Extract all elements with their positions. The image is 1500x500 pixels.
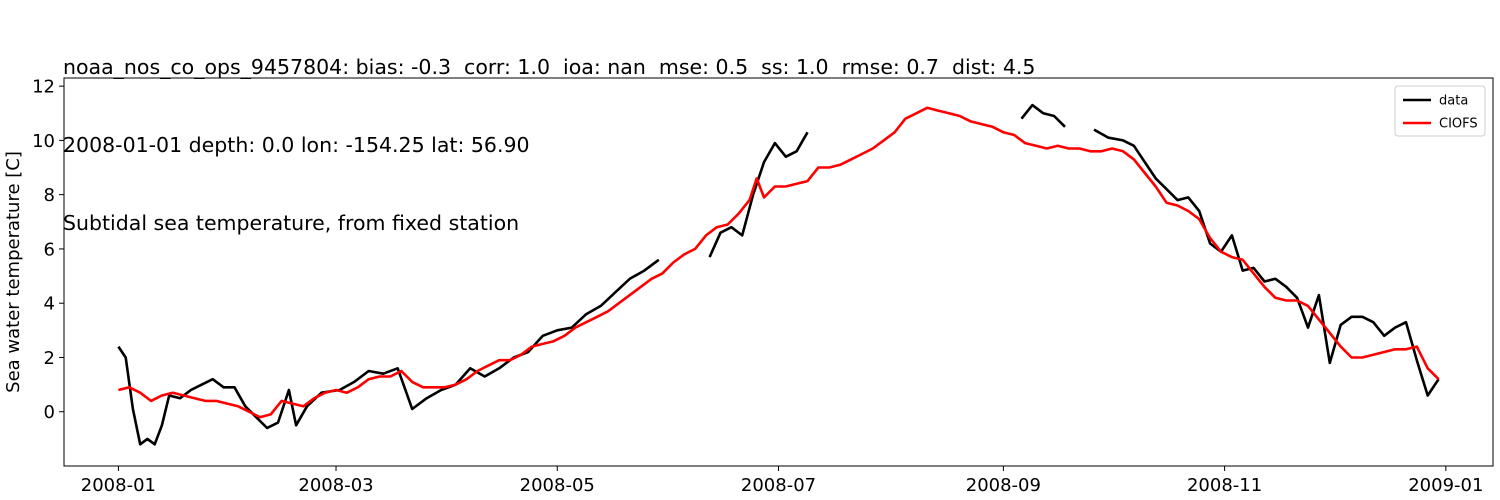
- x-tick-label: 2008-09: [966, 475, 1041, 496]
- chart-title: noaa_nos_co_ops_9457804: bias: -0.3 corr…: [63, 2, 1035, 288]
- x-tick-label: 2008-01: [81, 475, 156, 496]
- title-line-location: 2008-01-01 depth: 0.0 lon: -154.25 lat: …: [63, 133, 530, 157]
- y-tick-label: 8: [44, 185, 55, 206]
- title-line-stats: noaa_nos_co_ops_9457804: bias: -0.3 corr…: [63, 55, 1036, 79]
- legend-label-ciofs: CIOFS: [1439, 117, 1478, 132]
- y-axis-label: Sea water temperature [C]: [3, 151, 24, 393]
- x-tick-label: 2009-01: [1408, 475, 1483, 496]
- series-line-data-segment-4: [1093, 128, 1440, 397]
- series-line-data-segment-2: [708, 131, 809, 258]
- series-line-data-segment-3: [1020, 103, 1066, 128]
- x-tick-label: 2008-05: [520, 475, 595, 496]
- x-tick-label: 2008-11: [1187, 475, 1262, 496]
- plot-area-frame: [63, 77, 1494, 467]
- y-tick-label: 12: [32, 77, 55, 98]
- y-tick-label: 0: [44, 402, 55, 423]
- x-tick-label: 2008-03: [298, 475, 373, 496]
- y-tick-label: 4: [44, 294, 55, 315]
- series-line-ciofs-segment-1: [118, 106, 1440, 419]
- y-tick-label: 10: [32, 131, 55, 152]
- y-tick-label: 2: [44, 348, 55, 369]
- title-line-description: Subtidal sea temperature, from fixed sta…: [63, 211, 520, 235]
- x-tick-label: 2008-07: [741, 475, 816, 496]
- series-line-data-segment-1: [117, 258, 660, 446]
- y-tick-label: 6: [44, 239, 55, 260]
- legend-label-data: data: [1439, 94, 1468, 109]
